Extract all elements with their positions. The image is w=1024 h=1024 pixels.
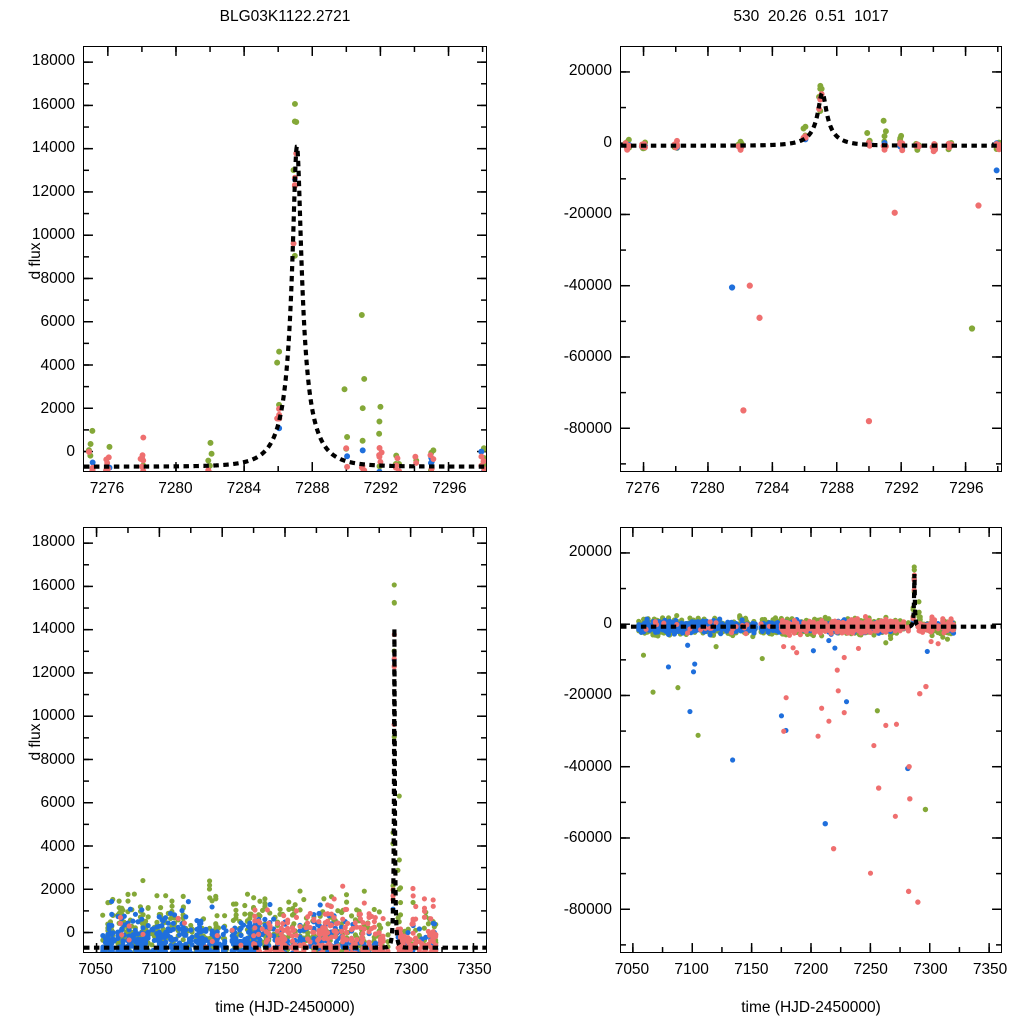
ytick-label: 18000 — [31, 52, 75, 70]
model-curve — [621, 90, 1001, 148]
xtick-label: 7284 — [226, 480, 262, 497]
ytick-label: -40000 — [563, 276, 612, 294]
series-points-blue — [89, 176, 486, 471]
ytick-label: 12000 — [31, 663, 75, 681]
series-points-blue — [100, 657, 439, 952]
xtick-label: 7100 — [674, 961, 709, 978]
xtick-label: 7300 — [913, 961, 948, 978]
data-series-blue — [636, 576, 957, 827]
series-points-salmon — [117, 631, 439, 952]
axis-label-y-bottom-left: d flux — [27, 723, 44, 761]
xtick-label: 7150 — [734, 961, 769, 978]
xtick-label: 7296 — [949, 480, 984, 497]
panel-title-top-left: BLG03K1122.2721 — [219, 8, 351, 25]
xtick-label: 7350 — [457, 961, 492, 978]
panel-top-right — [620, 46, 1002, 472]
model-curve — [84, 628, 486, 950]
plot-area-top-right — [621, 47, 1001, 471]
ytick-label: 18000 — [31, 533, 75, 551]
xtick-label: 7350 — [972, 961, 1008, 978]
series-points-green — [85, 101, 486, 471]
ytick-label: 16000 — [31, 576, 75, 594]
xtick-label: 7288 — [295, 480, 330, 497]
plot-frame-bottom-left — [83, 527, 487, 953]
xtick-label: 7250 — [853, 961, 888, 978]
data-series-salmon — [622, 91, 1001, 425]
ytick-label: 12000 — [31, 182, 75, 200]
xtick-label: 7300 — [394, 961, 429, 978]
model-curve — [621, 574, 1001, 629]
series-points-salmon — [85, 150, 486, 471]
ytick-label: 2000 — [40, 880, 75, 898]
ytick-label: 0 — [603, 133, 612, 151]
plot-frame-bottom-right — [620, 527, 1002, 953]
data-series-blue — [89, 176, 486, 471]
ytick-label: 20000 — [568, 543, 612, 561]
xtick-label: 7050 — [614, 961, 650, 978]
ytick-label: -40000 — [563, 757, 612, 775]
axis-label-x-bottom-right: time (HJD-2450000) — [741, 999, 881, 1016]
plot-area-bottom-right — [621, 528, 1001, 952]
panel-title-top-right: 530 20.26 0.51 1017 — [733, 8, 889, 25]
data-series-salmon — [85, 150, 486, 471]
data-series-green — [100, 582, 439, 952]
series-points-green — [622, 83, 1001, 332]
ytick-label: -60000 — [563, 348, 612, 366]
ytick-label: 6000 — [40, 794, 75, 812]
series-points-salmon — [622, 91, 1001, 425]
xtick-label: 7276 — [89, 480, 125, 497]
data-series-salmon — [117, 631, 439, 952]
series-points-green — [100, 582, 439, 952]
plot-frame-top-right — [620, 46, 1002, 472]
panel-top-left — [83, 46, 487, 472]
xtick-label: 7296 — [432, 480, 467, 497]
ytick-label: 8000 — [40, 750, 75, 768]
ytick-label: 20000 — [568, 62, 612, 80]
panel-bottom-right — [620, 527, 1002, 953]
xtick-label: 7276 — [625, 480, 660, 497]
ytick-label: 4000 — [40, 837, 75, 855]
ytick-label: 0 — [66, 924, 75, 942]
axis-label-x-bottom-left: time (HJD-2450000) — [215, 999, 355, 1016]
panel-bottom-left — [83, 527, 487, 953]
ytick-label: -60000 — [563, 829, 612, 847]
plot-frame-top-left — [83, 46, 487, 472]
ytick-label: 6000 — [40, 313, 75, 331]
data-series-blue — [100, 657, 439, 952]
xtick-label: 7284 — [754, 480, 790, 497]
plot-area-top-left — [84, 47, 486, 471]
ytick-label: 8000 — [40, 269, 75, 287]
series-points-blue — [636, 576, 957, 827]
xtick-label: 7288 — [819, 480, 855, 497]
xtick-label: 7280 — [690, 480, 725, 497]
ytick-label: 4000 — [40, 356, 75, 374]
xtick-label: 7292 — [884, 480, 919, 497]
ytick-label: -20000 — [563, 205, 612, 223]
ytick-label: -80000 — [563, 420, 612, 438]
ytick-label: 14000 — [31, 139, 75, 157]
data-series-green — [622, 83, 1001, 332]
xtick-label: 7200 — [793, 961, 829, 978]
axis-label-y-top-left: d flux — [27, 242, 44, 280]
ytick-label: 10000 — [31, 707, 75, 725]
ytick-label: 14000 — [31, 620, 75, 638]
ytick-label: 0 — [66, 443, 75, 461]
ytick-label: -80000 — [563, 901, 612, 919]
ytick-label: 0 — [603, 614, 612, 632]
xtick-label: 7100 — [141, 961, 176, 978]
xtick-label: 7250 — [330, 961, 366, 978]
xtick-label: 7050 — [78, 961, 113, 978]
xtick-label: 7280 — [158, 480, 193, 497]
xtick-label: 7292 — [363, 480, 399, 497]
ytick-label: 2000 — [40, 399, 75, 417]
ytick-label: 10000 — [31, 226, 75, 244]
ytick-label: -20000 — [563, 686, 612, 704]
xtick-label: 7200 — [267, 961, 303, 978]
ytick-label: 16000 — [31, 95, 75, 113]
data-series-green — [85, 101, 486, 471]
model-curve — [84, 144, 486, 469]
plot-area-bottom-left — [84, 528, 486, 952]
xtick-label: 7150 — [204, 961, 240, 978]
